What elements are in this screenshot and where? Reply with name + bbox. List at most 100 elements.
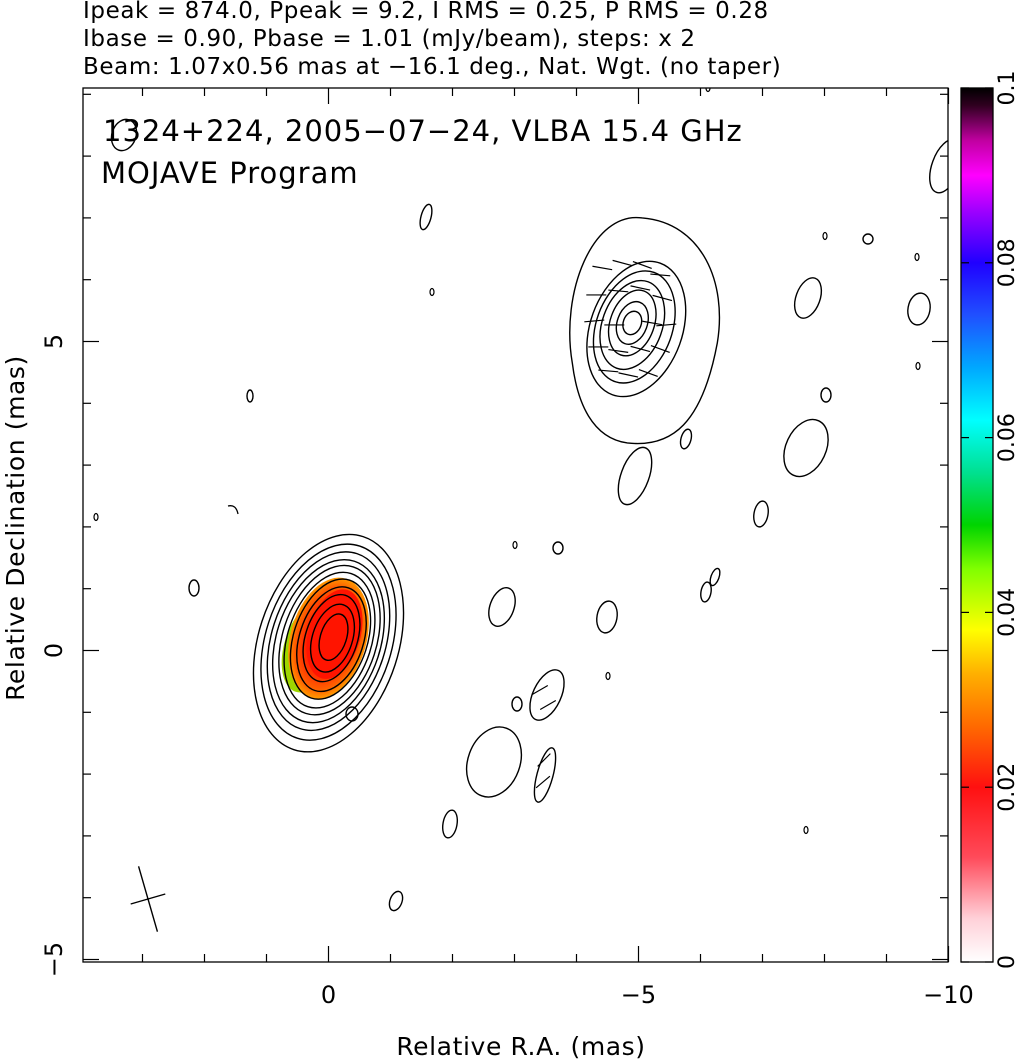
noise-contour bbox=[533, 747, 557, 803]
header-line-3: Beam: 1.07x0.56 mas at −16.1 deg., Nat. … bbox=[83, 54, 782, 80]
core-contour bbox=[309, 603, 356, 673]
noise-contour-small bbox=[915, 361, 921, 371]
core-contour bbox=[318, 613, 349, 662]
colorbar-tick-label: 0.08 bbox=[995, 238, 1020, 287]
noise-contour bbox=[388, 890, 404, 912]
map-content bbox=[93, 88, 948, 932]
core-contour bbox=[266, 551, 391, 732]
noise-contour bbox=[488, 587, 516, 627]
core-contour bbox=[289, 578, 372, 700]
header-line-1: Ipeak = 874.0, Ppeak = 9.2, I RMS = 0.25… bbox=[83, 0, 769, 24]
polarization-vector bbox=[608, 289, 629, 293]
polarization-vector bbox=[537, 753, 551, 767]
plot-frame bbox=[82, 87, 949, 963]
polarization-vector bbox=[642, 320, 663, 326]
noise-contour bbox=[862, 233, 874, 245]
jet-contour bbox=[586, 260, 687, 398]
polarization-vector bbox=[618, 372, 639, 378]
colorbar-tick-label: 0.04 bbox=[995, 588, 1020, 637]
colorbar-tick-label: 0.02 bbox=[995, 763, 1020, 812]
noise-contour-small bbox=[803, 825, 809, 835]
chart-title: 1324+224, 2005−07−24, VLBA 15.4 GHz bbox=[103, 114, 743, 148]
y-tick-label: 0 bbox=[40, 643, 68, 658]
core-contour bbox=[283, 571, 376, 709]
noise-contour bbox=[753, 500, 769, 528]
x-tick-label: −5 bbox=[621, 981, 656, 1009]
noise-contour bbox=[793, 277, 823, 319]
noise-contour bbox=[345, 706, 359, 722]
noise-contour-small bbox=[512, 540, 518, 550]
noise-contour bbox=[783, 418, 829, 478]
noise-contour-small bbox=[914, 252, 920, 262]
core-contour bbox=[278, 564, 381, 716]
noise-contour bbox=[552, 541, 564, 555]
polarization-vector bbox=[598, 369, 619, 373]
axis-ticks bbox=[83, 88, 950, 962]
polarization-vector bbox=[539, 699, 557, 711]
noise-contour-small bbox=[822, 231, 828, 241]
polarization-vector bbox=[650, 344, 670, 353]
noise-contour bbox=[465, 726, 523, 798]
noise-contour bbox=[709, 567, 721, 587]
colorbar-labels: 0 0.02 0.04 0.06 0.08 0.1 bbox=[961, 71, 1020, 969]
noise-contour bbox=[700, 581, 712, 603]
chart-subtitle: MOJAVE Program bbox=[101, 156, 359, 190]
beam-minor-axis bbox=[130, 893, 166, 905]
noise-contour bbox=[511, 696, 523, 712]
noise-contour bbox=[617, 446, 653, 506]
colorbar bbox=[961, 88, 993, 962]
polarization-vector bbox=[630, 345, 651, 353]
colorbar-tick-label: 0.06 bbox=[995, 413, 1020, 462]
polarization-vector bbox=[652, 294, 673, 302]
noise-contour bbox=[529, 669, 565, 721]
noise-contour bbox=[907, 292, 931, 326]
noise-contour bbox=[820, 387, 832, 403]
core-contour bbox=[296, 586, 367, 693]
noise-contour-arc bbox=[227, 505, 239, 515]
polarization-vector bbox=[612, 259, 633, 267]
polarization-vector bbox=[592, 265, 613, 271]
core-contour bbox=[271, 558, 386, 724]
polarization-vector bbox=[638, 368, 658, 377]
noise-contour-small bbox=[429, 287, 435, 297]
noise-contour bbox=[596, 600, 618, 634]
polarization-vector bbox=[531, 684, 549, 696]
jet-outer-contour bbox=[569, 217, 721, 445]
polarization-vector bbox=[608, 348, 629, 353]
noise-contour bbox=[110, 118, 138, 152]
x-axis-label: Relative R.A. (mas) bbox=[396, 1032, 645, 1061]
x-tick-labels: 0 −5 −10 bbox=[321, 981, 974, 1009]
y-tick-labels: −5 0 5 bbox=[40, 334, 68, 977]
jet-contour bbox=[599, 279, 666, 371]
noise-contour bbox=[188, 579, 200, 597]
core-contour bbox=[260, 543, 397, 741]
noise-contour-small bbox=[605, 671, 611, 681]
polarization-vector bbox=[650, 273, 671, 277]
y-tick-label: −5 bbox=[40, 942, 68, 977]
jet-contour bbox=[607, 289, 657, 357]
y-tick-label: 5 bbox=[40, 334, 68, 349]
colorbar-tick-label: 0.1 bbox=[995, 71, 1020, 106]
noise-contour bbox=[419, 203, 433, 231]
header-line-2: Ibase = 0.90, Pbase = 1.01 (mJy/beam), s… bbox=[83, 26, 696, 52]
jet-contour bbox=[615, 300, 649, 345]
y-axis-label: Relative Declination (mas) bbox=[1, 355, 30, 701]
x-tick-label: −10 bbox=[923, 981, 974, 1009]
jet-contour bbox=[622, 310, 643, 336]
polarization-vector bbox=[656, 323, 677, 327]
colorbar-tick-label: 0 bbox=[995, 955, 1020, 969]
polarization-vector bbox=[535, 775, 551, 789]
polarization-vector bbox=[632, 260, 652, 269]
core-contour bbox=[252, 533, 405, 753]
noise-contour-small bbox=[93, 512, 99, 522]
jet-contour bbox=[592, 270, 676, 384]
noise-contour bbox=[441, 809, 459, 839]
colorbar-frame bbox=[960, 87, 994, 963]
polarization-vector bbox=[630, 285, 651, 291]
noise-contour bbox=[679, 428, 693, 450]
core-polarization-peak bbox=[306, 589, 363, 679]
noise-contour-small bbox=[705, 88, 711, 93]
core-contour bbox=[302, 593, 361, 683]
x-tick-label: 0 bbox=[321, 981, 336, 1009]
